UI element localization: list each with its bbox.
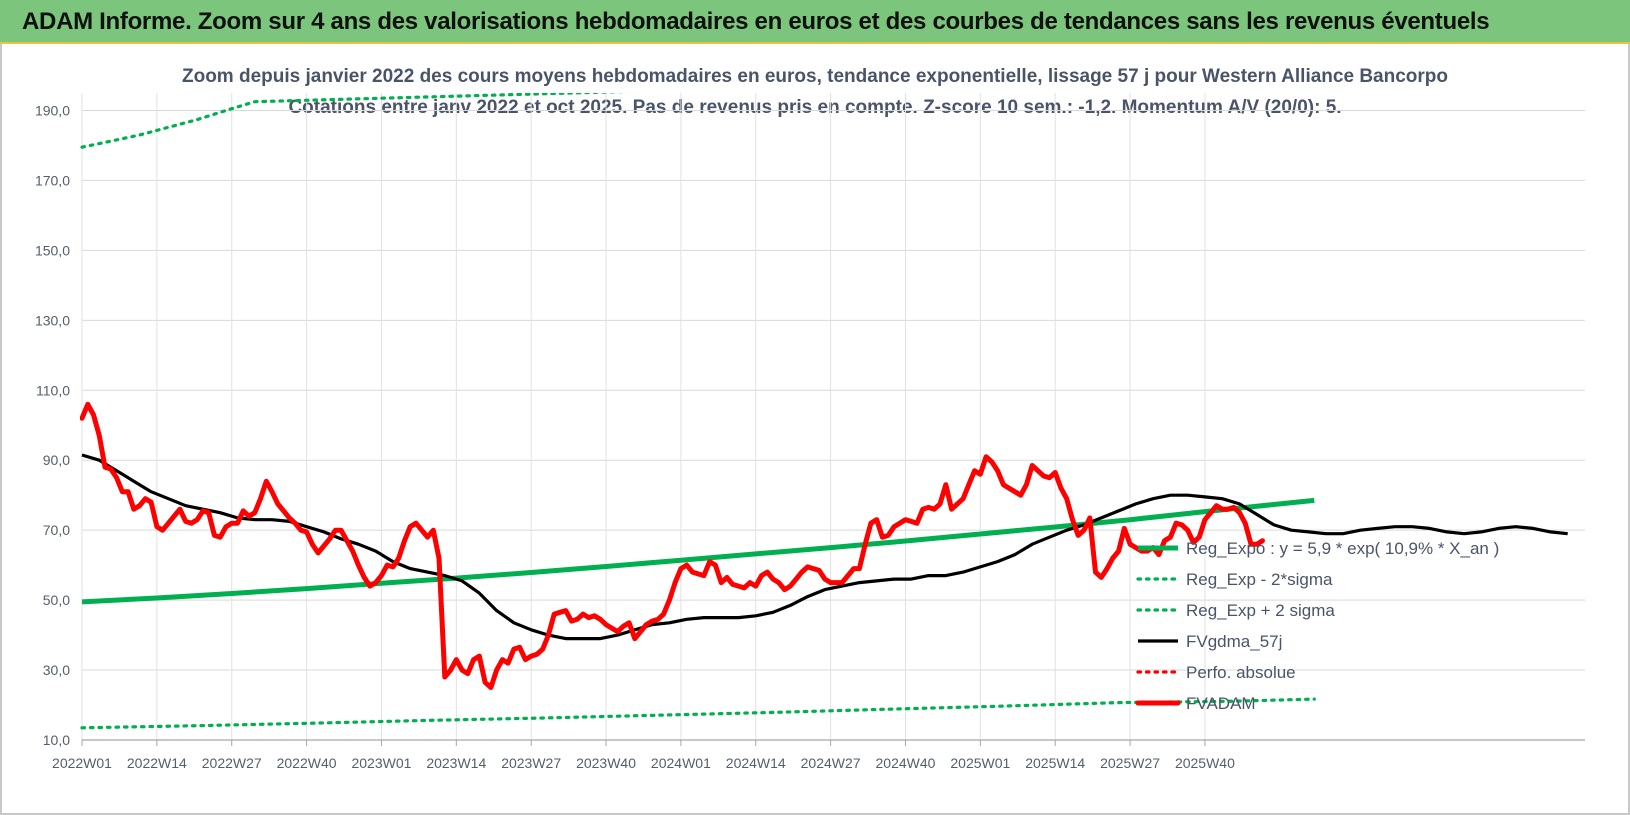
series-line-fvadam: [80, 401, 1265, 690]
x-tick-label: 2022W27: [202, 755, 262, 771]
series-line-reg_plus: [80, 93, 630, 149]
y-tick-label: 130,0: [35, 312, 70, 328]
x-tick-label: 2023W01: [351, 755, 411, 771]
y-tick-label: 190,0: [35, 102, 70, 118]
y-tick-label: 170,0: [35, 172, 70, 188]
x-tick-label: 2022W14: [127, 755, 187, 771]
legend-label-reg_minus: Reg_Exp - 2*sigma: [1186, 570, 1333, 589]
chart-subtitle: Cotations entre janv 2022 et oct 2025. P…: [288, 97, 1342, 118]
y-tick-label: 10,0: [43, 732, 70, 748]
header-banner: ADAM Informe. Zoom sur 4 ans des valoris…: [0, 0, 1630, 44]
series-line-fvgdma: [81, 453, 1568, 641]
x-tick-label: 2024W27: [801, 755, 861, 771]
legend-label-fvgdma: FVgdma_57j: [1186, 632, 1282, 651]
x-tick-label: 2025W40: [1175, 755, 1235, 771]
series-line-reg_expo: [81, 497, 1315, 605]
report-title: ADAM Informe. Zoom sur 4 ans des valoris…: [22, 8, 1490, 35]
x-tick-label: 2024W40: [876, 755, 936, 771]
y-tick-label: 90,0: [43, 452, 70, 468]
y-tick-label: 50,0: [43, 592, 70, 608]
x-tick-label: 2023W27: [501, 755, 561, 771]
x-tick-label: 2025W14: [1025, 755, 1085, 771]
x-tick-label: 2025W01: [950, 755, 1010, 771]
legend-label-reg_expo: Reg_Expo : y = 5,9 * exp( 10,9% * X_an ): [1186, 539, 1499, 558]
chart-frame: [0, 44, 1630, 815]
chart-title: Zoom depuis janvier 2022 des cours moyen…: [181, 66, 1448, 87]
x-tick-label: 2022W40: [277, 755, 337, 771]
x-tick-label: 2023W40: [576, 755, 636, 771]
x-tick-label: 2024W14: [726, 755, 786, 771]
series-line-reg_minus: [80, 697, 1316, 730]
x-tick-label: 2022W01: [52, 755, 112, 771]
legend-label-perfo: Perfo. absolue: [1186, 663, 1296, 682]
legend-label-fvadam: FVADAM: [1186, 694, 1256, 713]
x-tick-label: 2024W01: [651, 755, 711, 771]
legend-label-reg_plus: Reg_Exp + 2 sigma: [1186, 601, 1335, 620]
y-tick-label: 150,0: [35, 242, 70, 258]
x-tick-label: 2023W14: [426, 755, 486, 771]
y-tick-label: 30,0: [43, 662, 70, 678]
y-tick-label: 70,0: [43, 522, 70, 538]
y-tick-label: 110,0: [36, 382, 70, 398]
x-tick-label: 2025W27: [1100, 755, 1160, 771]
